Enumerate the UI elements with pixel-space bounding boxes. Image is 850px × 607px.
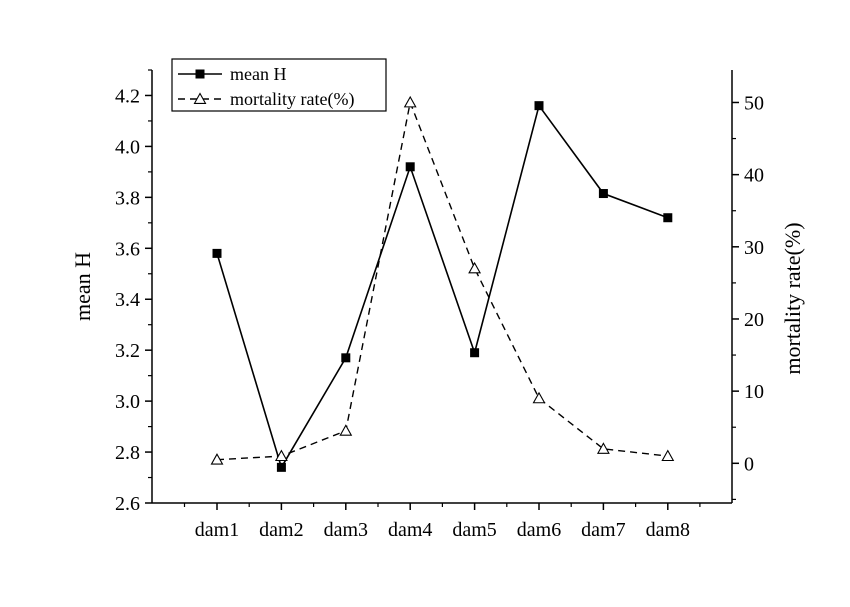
mortality-rate-marker xyxy=(596,442,610,454)
mean-h-marker xyxy=(341,353,351,363)
mean-h-marker xyxy=(212,248,222,258)
legend-box xyxy=(171,58,387,112)
left-tick-label: 3.6 xyxy=(115,238,140,260)
x-category-label: dam3 xyxy=(324,519,368,541)
mortality-rate-marker xyxy=(210,453,224,465)
legend-mortality-marker xyxy=(193,92,207,104)
mortality-rate-marker xyxy=(274,449,288,462)
x-category-label: dam7 xyxy=(581,519,625,541)
left-tick-label: 4.2 xyxy=(115,85,140,107)
mortality-rate-marker xyxy=(339,424,353,436)
left-tick-label: 4.0 xyxy=(115,136,140,158)
right-tick-label: 40 xyxy=(744,165,764,187)
mortality-rate-line xyxy=(216,99,668,461)
mortality-rate-marker xyxy=(403,95,417,108)
left-tick-label: 3.4 xyxy=(115,289,140,311)
x-category-label: dam2 xyxy=(259,519,303,541)
mean-h-marker xyxy=(405,162,415,172)
left-tick-label: 3.2 xyxy=(115,340,140,362)
mortality-rate-marker xyxy=(661,449,675,462)
legend-mortality-label: mortality rate(%) xyxy=(230,89,354,110)
right-tick-label: 0 xyxy=(744,453,754,475)
legend-mean-h-label: mean H xyxy=(230,64,286,84)
legend-mean-h-marker xyxy=(195,69,205,79)
mean-h-marker xyxy=(534,101,544,111)
x-category-label: dam5 xyxy=(452,519,496,541)
left-tick-label: 3.8 xyxy=(115,187,140,209)
mortality-rate-marker xyxy=(468,261,482,274)
x-category-label: dam1 xyxy=(195,519,239,541)
right-tick-label: 30 xyxy=(744,237,764,259)
mean-h-line xyxy=(216,103,669,470)
right-tick-label: 50 xyxy=(744,92,764,114)
mean-h-marker xyxy=(470,348,480,358)
axes-layer: 2.6 2.8 3.0 3.2 3.4 3.6 3.8 4.0 4.2 0 10 20 30 40 50 da… xyxy=(70,69,805,541)
x-category-label: dam8 xyxy=(646,519,690,541)
right-tick-label: 10 xyxy=(744,381,764,403)
left-axis-title: mean H xyxy=(70,252,95,321)
mortality-rate-marker xyxy=(532,391,546,404)
right-axis-title: mortality rate(%) xyxy=(780,222,805,374)
mean-h-marker xyxy=(663,213,673,223)
left-tick-label: 2.6 xyxy=(115,493,140,515)
left-tick-label: 2.8 xyxy=(115,442,140,464)
mean-h-marker xyxy=(598,189,608,199)
x-category-label: dam4 xyxy=(388,519,432,541)
x-category-label: dam6 xyxy=(517,519,561,541)
legend: mean H mortality rate(%) xyxy=(171,58,387,112)
right-tick-label: 20 xyxy=(744,309,764,331)
left-tick-label: 3.0 xyxy=(115,391,140,413)
series-layer xyxy=(210,95,675,472)
mean-h-marker xyxy=(276,462,286,472)
